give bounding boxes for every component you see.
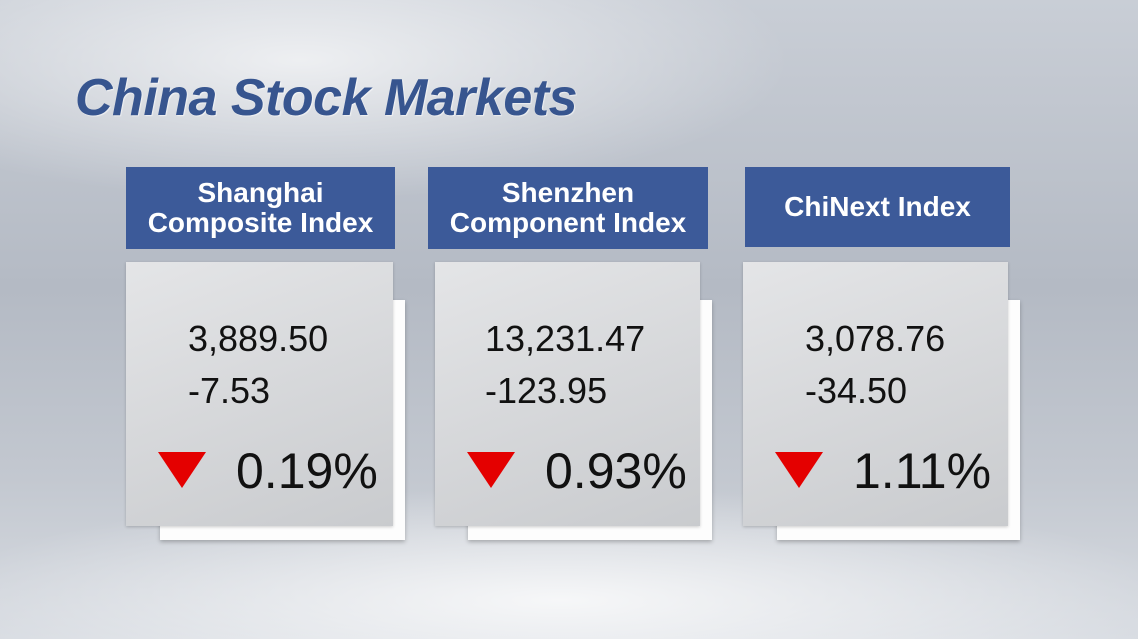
percent-change: 1.11%	[853, 443, 992, 499]
down-arrow	[467, 452, 515, 488]
index-value: 3,078.76	[805, 318, 946, 359]
index-change: -123.95	[485, 370, 608, 411]
down-arrow	[775, 452, 823, 488]
title: China Stock Markets	[75, 69, 578, 127]
card-title-line: Component Index	[449, 207, 687, 238]
card-title-line: Composite Index	[147, 207, 374, 238]
percent-change: 0.93%	[545, 443, 687, 499]
index-change: -34.50	[805, 370, 908, 411]
card-title-line: Shanghai	[197, 177, 324, 208]
index-value: 13,231.47	[485, 318, 646, 359]
card-title-line: ChiNext Index	[784, 191, 971, 222]
percent-change: 0.19%	[236, 443, 378, 499]
card-header: ChiNext Index	[745, 167, 1010, 247]
index-value: 3,889.50	[188, 318, 329, 359]
card-header: Shenzhen Component Index	[428, 167, 708, 249]
down-arrow	[158, 452, 206, 488]
card-title-line: Shenzhen	[501, 177, 635, 208]
index-change: -7.53	[188, 370, 271, 411]
card-header: Shanghai Composite Index	[126, 167, 395, 249]
